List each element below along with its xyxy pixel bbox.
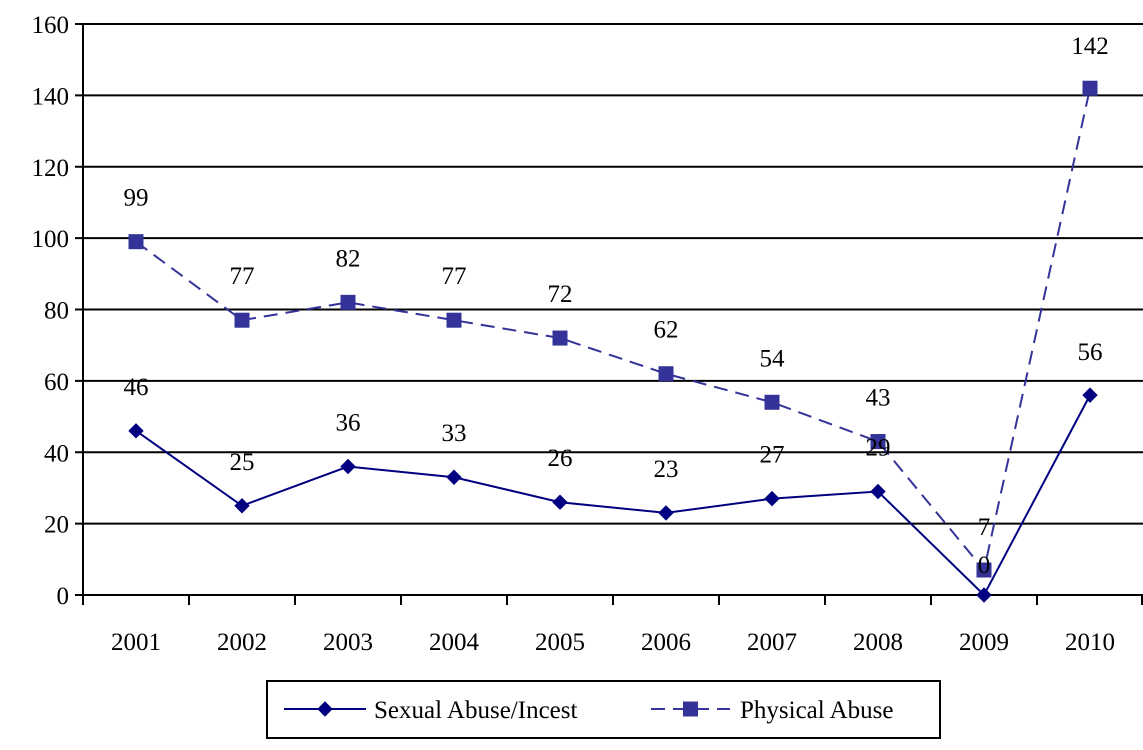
data-label: 46 — [124, 374, 149, 401]
data-label: 77 — [230, 263, 255, 290]
data-point-marker — [764, 394, 780, 410]
data-labels: 46 25 36 33 26 23 27 29 0 56 99 77 82 77 72 62 54 43 7 142 — [124, 33, 1109, 579]
data-label: 43 — [866, 385, 891, 412]
data-label: 27 — [760, 442, 785, 469]
legend-box — [266, 680, 941, 739]
x-tick-label: 2002 — [217, 629, 267, 656]
data-point-marker — [976, 587, 992, 603]
data-label: 82 — [336, 245, 361, 272]
series-line-0 — [135, 394, 1091, 597]
data-label: 23 — [654, 456, 679, 483]
x-tick-label: 2004 — [429, 629, 480, 656]
data-point-marker — [128, 234, 144, 250]
axes: 0 20 40 60 80 100 120 140 160 2001 2002 2003 2004 200… — [32, 12, 1143, 656]
data-point-marker — [128, 423, 144, 439]
data-label: 62 — [654, 317, 679, 344]
legend-marker-shape — [683, 701, 698, 717]
data-point-marker — [1082, 387, 1098, 403]
legend-marker-diamond — [317, 701, 333, 717]
data-point-marker — [552, 494, 568, 510]
y-tick-label: 140 — [32, 83, 70, 110]
data-label: 33 — [442, 420, 467, 447]
data-point-marker — [870, 434, 886, 450]
x-tick-label: 2006 — [641, 629, 691, 656]
x-tick-label: 2005 — [535, 629, 585, 656]
x-tick-label: 2008 — [853, 629, 903, 656]
gridlines — [83, 23, 1143, 525]
data-point-marker — [976, 562, 992, 578]
data-point-marker — [340, 458, 356, 475]
series-line-1 — [135, 88, 1091, 573]
legend-marker-square — [683, 701, 698, 717]
data-point-marker — [870, 483, 886, 500]
data-label: 25 — [230, 449, 255, 476]
legend-marker-shape — [317, 701, 333, 717]
x-tick-label: 2010 — [1065, 629, 1115, 656]
data-label: 0 — [978, 552, 991, 579]
y-tick-label: 80 — [44, 298, 69, 325]
data-label: 56 — [1078, 339, 1103, 366]
legend-label-physical-abuse: Physical Abuse — [740, 697, 893, 724]
y-tick-label: 100 — [32, 226, 70, 253]
data-label: 36 — [336, 410, 361, 437]
y-tick-label: 120 — [32, 155, 70, 182]
y-tick-label: 20 — [44, 512, 69, 539]
data-label: 77 — [442, 263, 467, 290]
data-label: 72 — [548, 281, 573, 308]
data-point-marker — [234, 312, 250, 328]
x-tick-label: 2001 — [111, 629, 161, 656]
data-point-marker — [658, 505, 674, 521]
data-point-marker — [340, 294, 356, 310]
legend-label-sexual-abuse: Sexual Abuse/Incest — [374, 697, 577, 724]
y-tick-label: 160 — [32, 12, 70, 39]
data-label: 99 — [124, 185, 149, 212]
x-tick-label: 2003 — [323, 629, 373, 656]
data-label: 26 — [548, 445, 573, 472]
data-point-marker — [552, 330, 568, 346]
series-layer — [128, 80, 1098, 603]
y-tick-label: 0 — [57, 583, 70, 610]
data-label: 142 — [1071, 33, 1109, 60]
x-tick-label: 2007 — [747, 629, 797, 656]
data-point-marker — [446, 469, 462, 485]
data-label: 7 — [978, 514, 991, 541]
x-tick-label: 2009 — [959, 629, 1009, 656]
data-point-marker — [234, 498, 250, 514]
legend: Sexual Abuse/Incest Physical Abuse — [266, 680, 941, 739]
data-label: 54 — [760, 345, 786, 372]
y-tick-label: 60 — [44, 369, 69, 396]
data-label: 29 — [866, 435, 891, 462]
data-point-marker — [446, 312, 462, 328]
data-point-marker — [1082, 80, 1098, 96]
data-point-marker — [764, 490, 780, 507]
data-point-marker — [658, 366, 674, 382]
y-tick-label: 40 — [44, 440, 69, 467]
